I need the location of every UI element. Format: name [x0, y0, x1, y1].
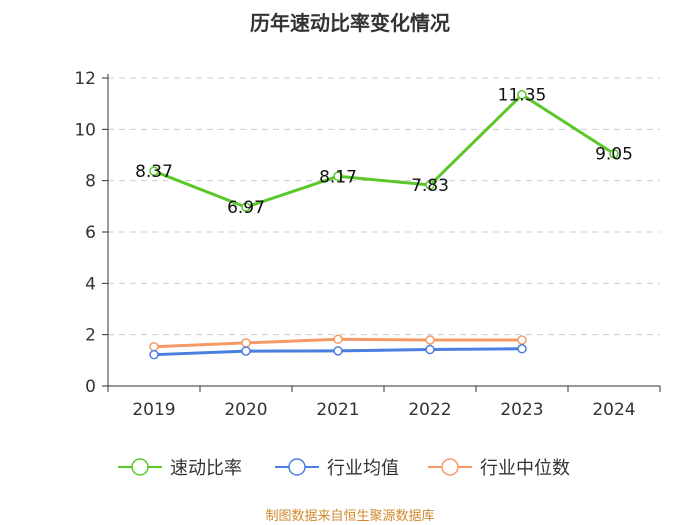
legend-item-1[interactable]: 行业均值	[275, 458, 399, 479]
series-layer	[149, 89, 619, 360]
axes: 0 2 4 6 8 10 12 2019 2020 2021 2022 2023 2024	[74, 69, 661, 420]
chart-title: 历年速动比率变化情况	[250, 11, 450, 35]
y-tick-label: 6	[85, 223, 96, 243]
data-point	[517, 89, 527, 100]
data-point	[517, 335, 527, 345]
legend-label: 速动比率	[170, 458, 242, 479]
data-label: 6.97	[227, 198, 265, 218]
grid-lines	[108, 77, 660, 336]
data-point	[241, 202, 251, 212]
y-tick-label: 10	[74, 120, 96, 140]
data-label: 8.37	[135, 162, 173, 182]
y-tick-label: 8	[85, 172, 96, 192]
legend-swatch-marker	[441, 458, 459, 476]
y-tick-label: 4	[85, 274, 96, 294]
legend: 速动比率 行业均值 行业中位数	[118, 458, 570, 479]
x-tick-label: 2019	[132, 400, 175, 420]
series-line-0	[153, 93, 615, 209]
data-point	[149, 349, 159, 360]
data-label: 9.05	[595, 145, 633, 165]
data-point	[517, 344, 527, 354]
x-tick-label: 2020	[224, 400, 267, 420]
source-note: 制图数据来自恒生聚源数据库	[265, 508, 434, 524]
data-point	[425, 335, 435, 345]
data-point	[333, 334, 343, 345]
y-tick-label: 12	[74, 69, 96, 89]
data-point	[241, 338, 251, 348]
data-label: 8.17	[319, 167, 357, 187]
legend-swatch-marker	[288, 458, 306, 476]
x-tick-label: 2024	[592, 400, 635, 420]
legend-label: 行业中位数	[480, 458, 570, 479]
legend-item-0[interactable]: 速动比率	[118, 458, 242, 479]
data-point	[149, 166, 159, 176]
x-tick-label: 2021	[316, 400, 359, 420]
data-point	[609, 148, 619, 159]
y-tick-label: 2	[85, 326, 96, 346]
x-tick-label: 2022	[408, 400, 451, 420]
legend-label: 行业均值	[327, 458, 399, 479]
data-point	[333, 346, 343, 356]
data-point	[149, 341, 159, 352]
data-labels: 8.37 6.97 8.17 7.83 11.35 9.05	[135, 86, 633, 218]
data-point	[425, 180, 435, 190]
data-label: 11.35	[498, 86, 547, 106]
y-tick-label: 0	[85, 377, 96, 397]
data-point	[425, 344, 435, 355]
legend-swatch-marker	[131, 458, 149, 476]
legend-item-2[interactable]: 行业中位数	[428, 458, 570, 479]
data-label: 7.83	[411, 176, 449, 196]
x-tick-label: 2023	[500, 400, 543, 420]
data-point	[241, 346, 251, 356]
data-point	[333, 171, 343, 182]
